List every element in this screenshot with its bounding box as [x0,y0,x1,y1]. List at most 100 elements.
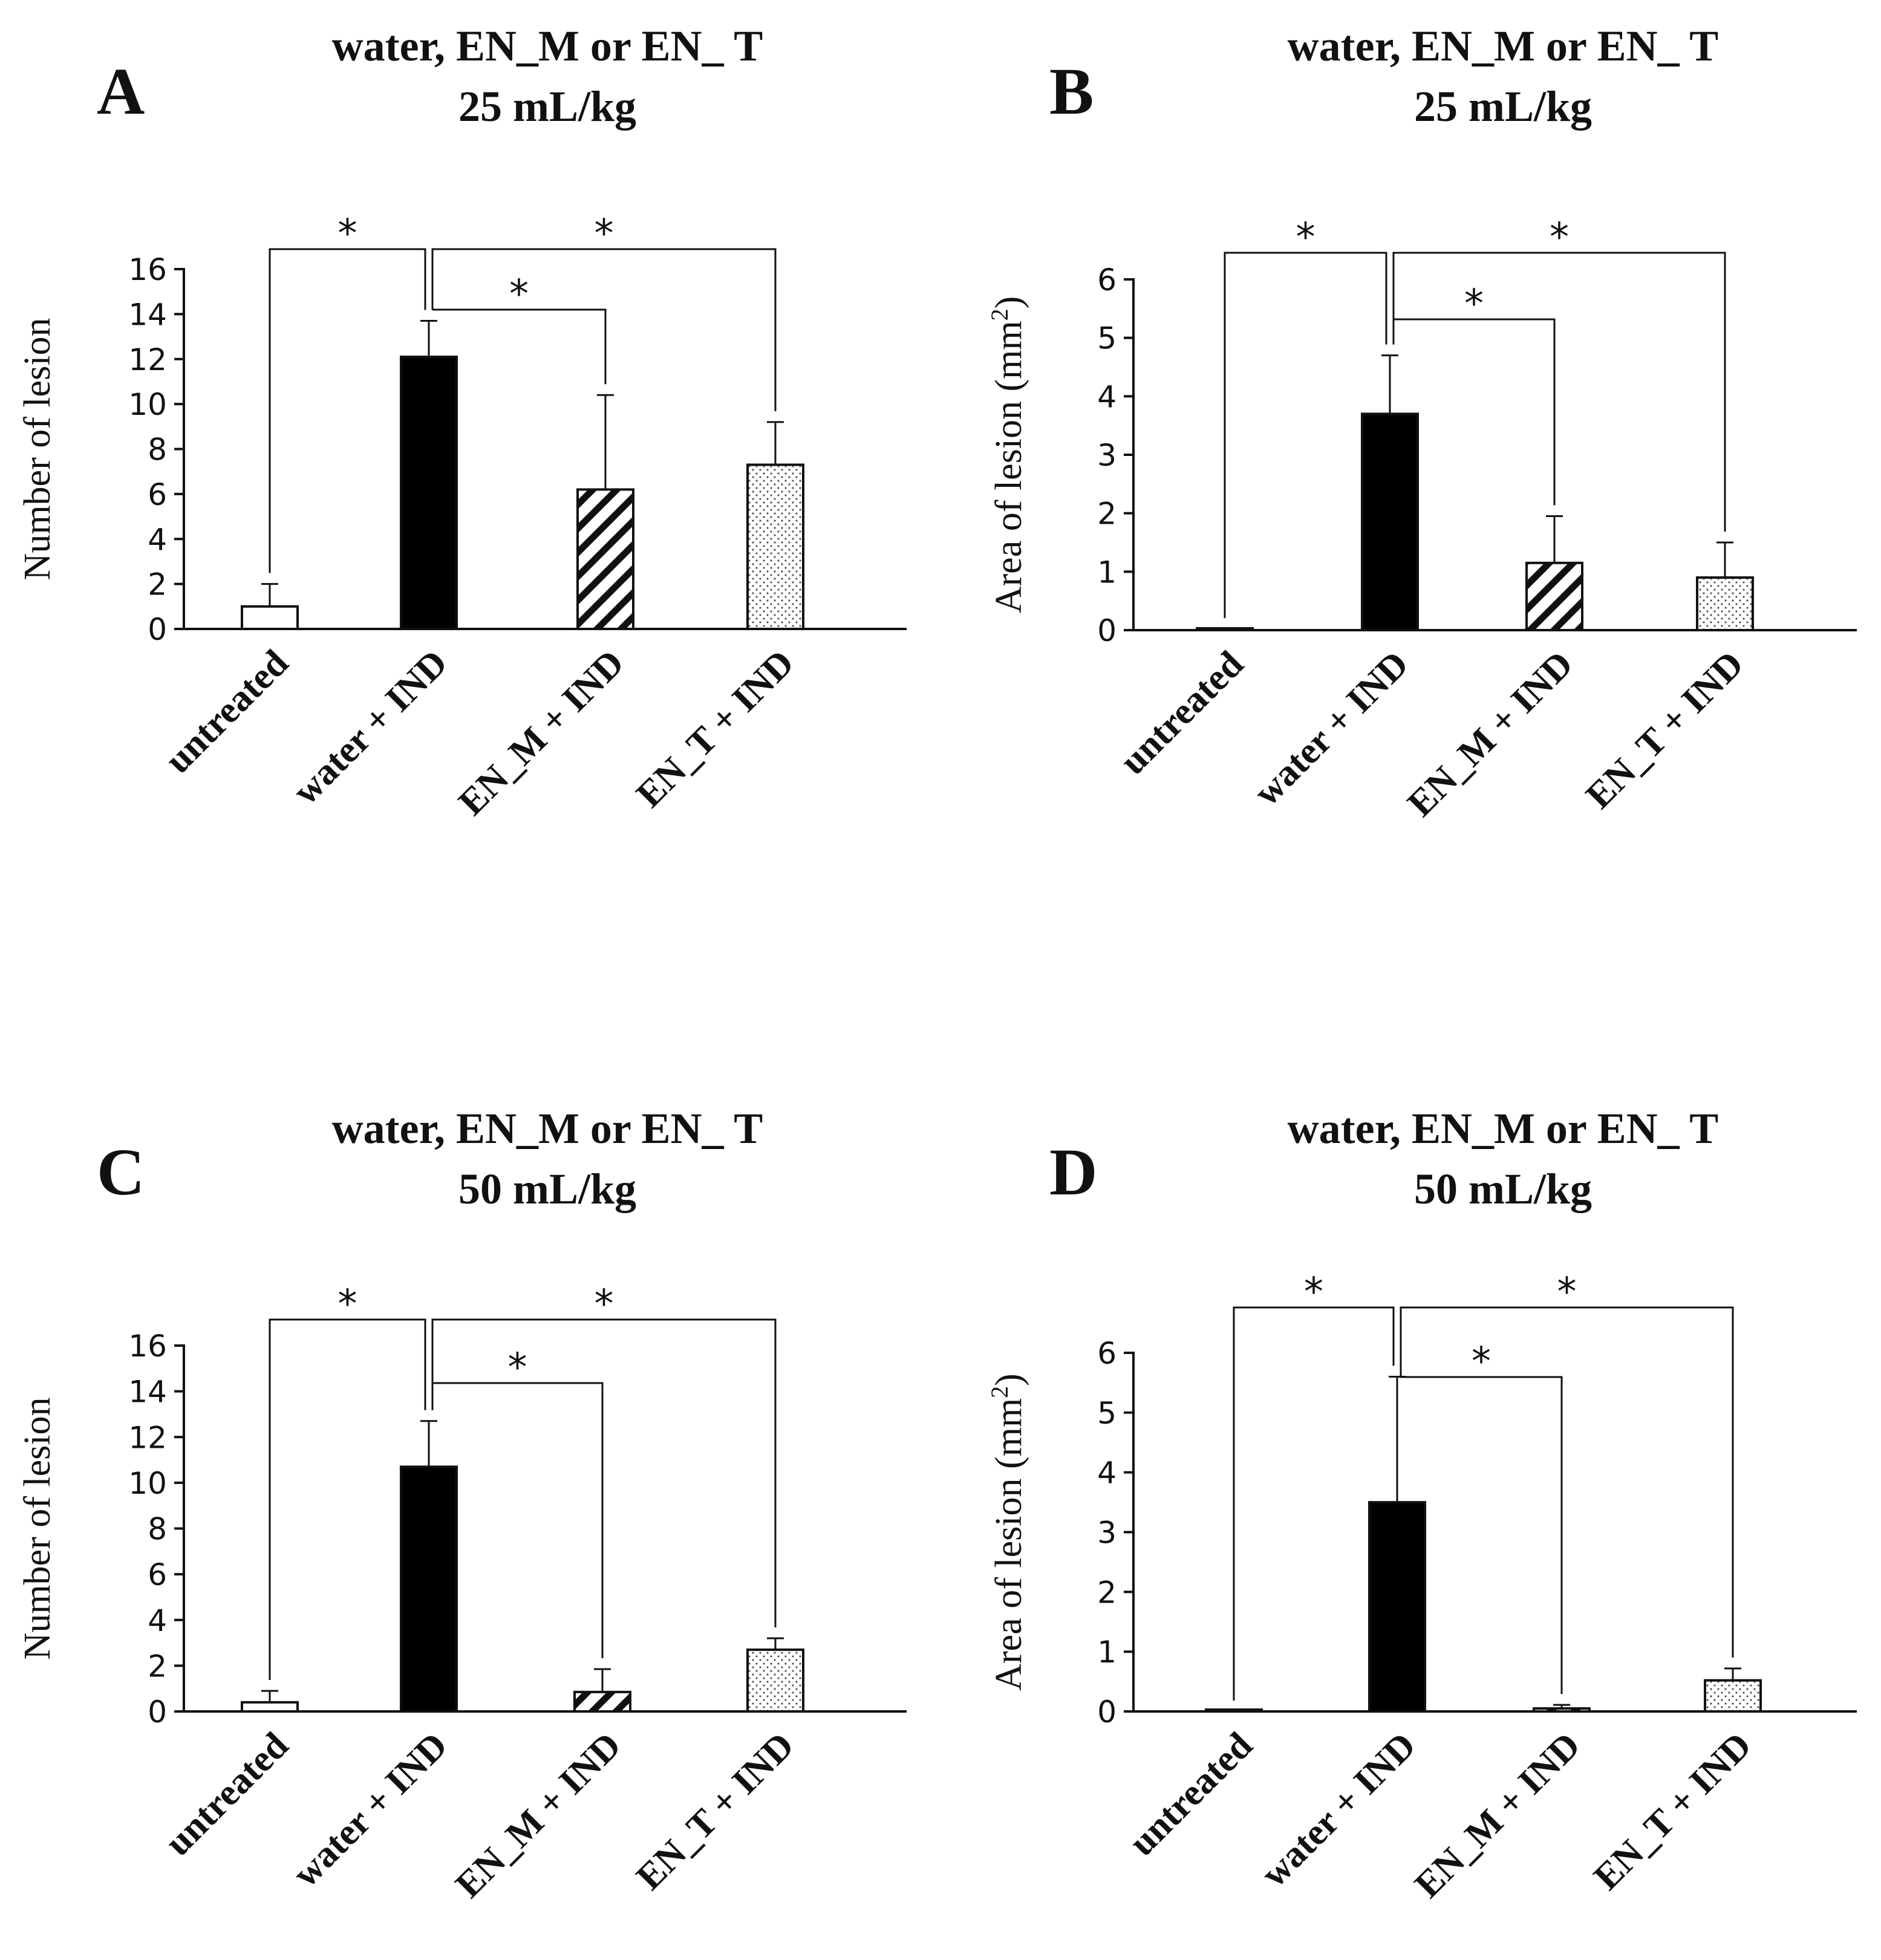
significance-bracket [1400,1366,1563,1695]
category-label: untreated [1121,1725,1260,1864]
y-tick-label: 5 [1097,1396,1117,1431]
bar-2 [400,356,458,630]
bar-1 [241,1701,299,1713]
y-tick-label: 10 [128,1466,167,1501]
y-tick-label: 2 [1097,1575,1117,1610]
y-tick-label: 10 [128,387,167,422]
bar-1 [241,605,299,630]
bar-1 [1196,627,1254,631]
significance-bracket [431,248,777,411]
panel-letter: A [97,54,145,128]
bar-1 [1205,1708,1263,1713]
significance-star: * [338,212,357,256]
y-tick-label: 6 [148,477,167,512]
y-axis-label: Area of lesion (mm2) [986,296,1030,613]
significance-bracket [1233,1306,1395,1701]
y-tick-label: 0 [148,1695,167,1730]
category-label: EN_M + IND [1407,1725,1588,1906]
bar-3 [573,1690,631,1713]
y-tick-label: 2 [1097,497,1117,532]
chart-title-line: 25 mL/kg [458,82,636,131]
y-tick-label: 2 [148,567,167,602]
significance-star: * [1472,1340,1491,1384]
significance-star: * [508,1346,527,1390]
significance-bracket [269,248,426,573]
bar-2 [1368,1501,1426,1713]
y-tick-label: 14 [128,1375,167,1410]
y-axis-label: Number of lesion [17,1398,58,1660]
y-tick-label: 14 [128,297,167,332]
significance-star: * [338,1282,357,1327]
bar-3 [1525,561,1583,631]
y-axis-label-end: ) [988,296,1029,309]
y-tick-label: 12 [128,1420,167,1455]
y-tick-label: 8 [148,1512,167,1547]
significance-bracket [431,1318,777,1627]
significance-star: * [1304,1270,1323,1315]
y-tick-label: 4 [1097,1456,1117,1491]
significance-star: * [1296,215,1315,260]
bar-3 [1533,1707,1591,1713]
significance-bracket [1392,252,1726,532]
panel-letter: B [1049,54,1094,128]
panel-letter: C [97,1135,145,1209]
y-tick-label: 12 [128,342,167,377]
bar-2 [400,1465,458,1713]
significance-bracket [1224,252,1387,619]
chart-title-line: water, EN_M or EN_ T [332,22,763,70]
category-label: water + IND [1253,1725,1424,1895]
category-label: EN_T + IND [628,1725,802,1898]
significance-star: * [595,212,614,256]
y-tick-label: 4 [148,522,167,557]
significance-star: * [1550,215,1569,260]
category-label: EN_M + IND [451,642,632,824]
y-tick-label: 1 [1097,555,1117,590]
category-label: EN_T + IND [1586,1725,1759,1898]
chart-title-line: 25 mL/kg [1414,82,1592,131]
y-axis-label-superscript: 2 [986,308,1013,321]
y-tick-label: 5 [1097,321,1117,356]
category-label: water + IND [285,1725,455,1895]
y-tick-label: 6 [1097,262,1117,298]
category-label: water + IND [285,642,455,813]
chart-title-line: water, EN_M or EN_ T [1288,1104,1719,1153]
category-label: EN_M + IND [448,1725,629,1906]
y-axis-label-end: ) [988,1373,1029,1386]
significance-star: * [1464,282,1484,327]
significance-star: * [509,272,529,317]
y-axis-label: Area of lesion (mm2) [986,1373,1030,1690]
significance-bracket [431,1382,604,1659]
y-axis-label: Number of lesion [17,318,58,581]
y-axis-label-superscript: 2 [986,1386,1013,1398]
category-label: EN_M + IND [1400,643,1581,825]
significance-bracket [269,1318,426,1680]
category-label: EN_T + IND [628,642,802,816]
y-tick-label: 4 [1097,379,1117,414]
y-tick-label: 16 [128,252,167,287]
bar-2 [1361,412,1419,631]
y-tick-label: 4 [148,1603,167,1638]
y-tick-label: 6 [148,1557,167,1592]
y-tick-label: 0 [1097,613,1117,648]
bar-4 [746,463,804,630]
category-label: untreated [157,642,296,781]
chart-title-line: water, EN_M or EN_ T [1288,22,1719,70]
bar-4 [1696,576,1754,631]
y-tick-label: 3 [1097,438,1117,473]
panel-letter: D [1049,1135,1097,1209]
y-tick-label: 3 [1097,1516,1117,1551]
bar-4 [1704,1679,1762,1713]
y-tick-label: 0 [1097,1695,1117,1730]
chart-title-line: 50 mL/kg [1414,1165,1592,1213]
significance-star: * [1557,1270,1577,1315]
significance-bracket [1400,1306,1734,1658]
y-tick-label: 16 [128,1329,167,1364]
y-tick-label: 0 [148,612,167,647]
y-tick-label: 8 [148,432,167,467]
y-tick-label: 6 [1097,1336,1117,1371]
